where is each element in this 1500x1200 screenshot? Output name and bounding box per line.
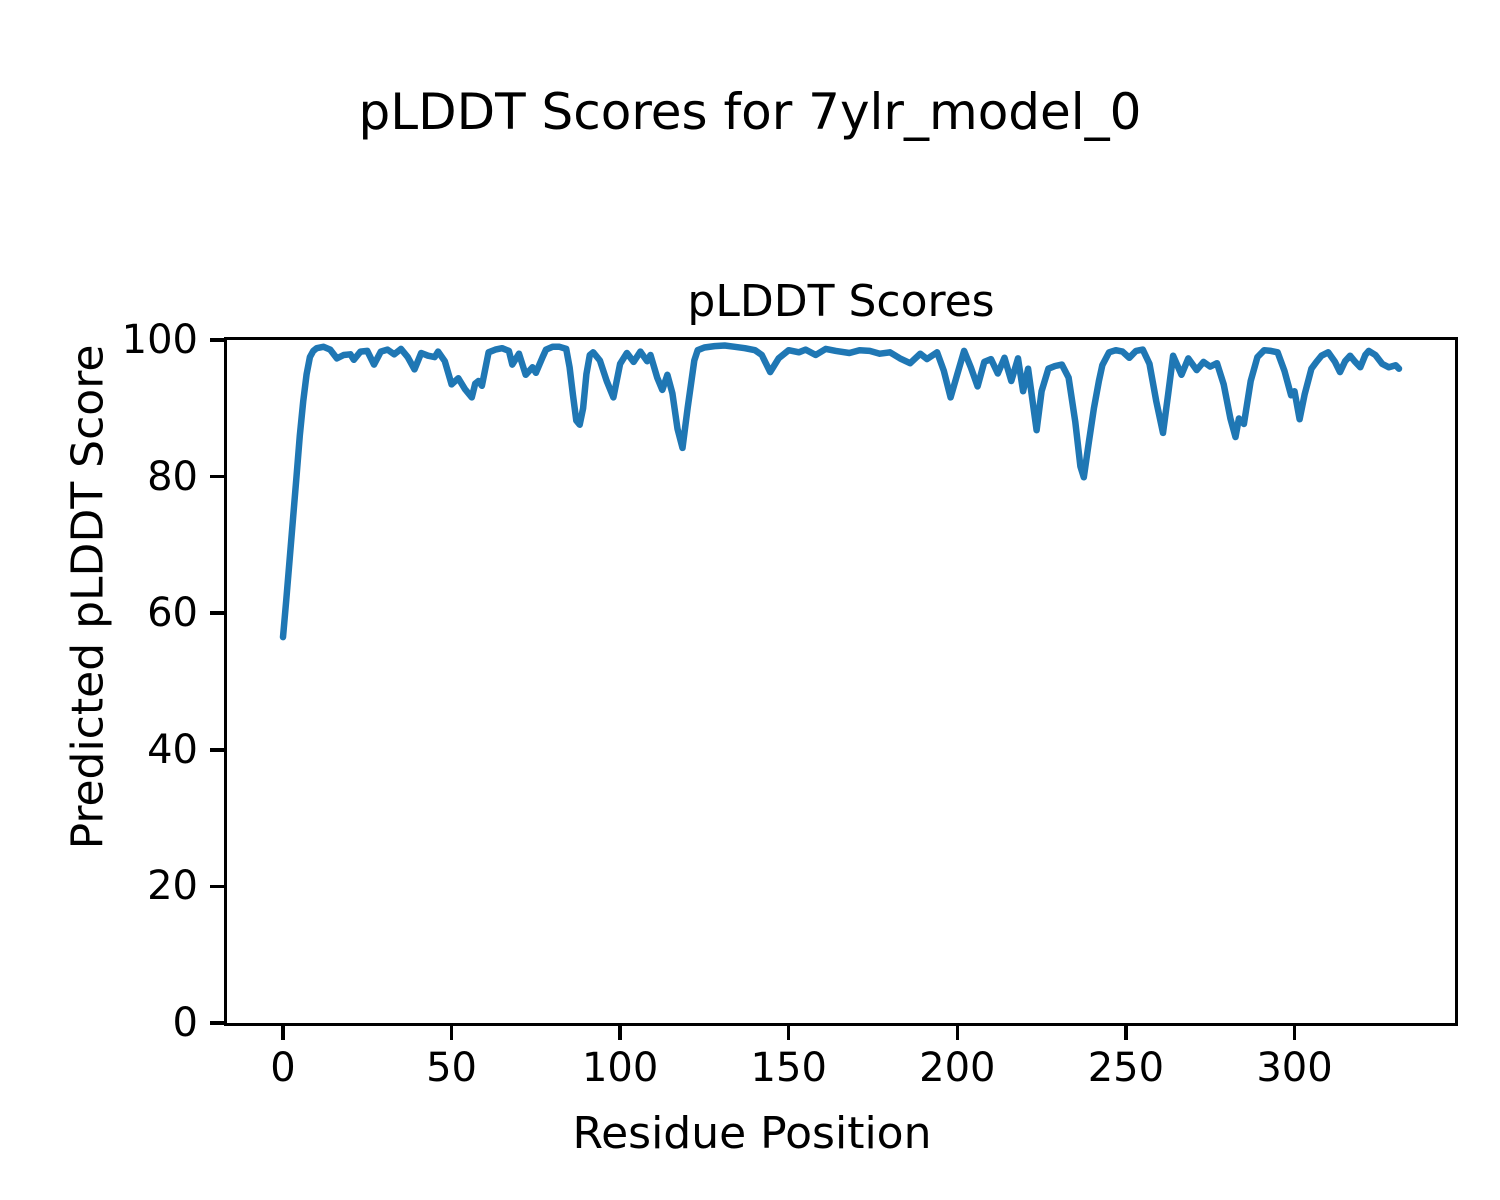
x-tick-label: 50 <box>426 1045 477 1091</box>
y-tick-mark <box>210 1021 224 1025</box>
x-axis-label: Residue Position <box>572 1108 932 1159</box>
y-tick-label: 20 <box>147 863 198 910</box>
y-tick-label: 60 <box>147 590 198 637</box>
y-tick-mark <box>210 474 224 479</box>
plddt-score-line <box>279 342 1403 641</box>
y-tick-mark <box>210 884 224 889</box>
x-tick-label: 100 <box>581 1045 659 1091</box>
y-tick-label: 0 <box>172 1000 198 1046</box>
plot-axes <box>224 337 1458 1026</box>
y-tick-mark <box>210 611 224 615</box>
x-tick-label: 250 <box>1087 1045 1165 1091</box>
plddt-line-chart <box>279 342 1403 641</box>
x-tick-mark <box>1124 1026 1128 1040</box>
x-tick-label: 150 <box>750 1045 827 1091</box>
y-tick-label: 100 <box>121 317 198 363</box>
x-tick-label: 200 <box>919 1045 996 1091</box>
y-tick-label: 40 <box>147 726 198 773</box>
x-tick-mark <box>281 1026 285 1040</box>
x-tick-label: 0 <box>270 1045 296 1091</box>
y-tick-mark <box>210 748 224 752</box>
x-tick-label: 300 <box>1256 1045 1333 1091</box>
x-tick-mark <box>618 1026 622 1040</box>
x-tick-mark <box>449 1026 454 1040</box>
axes-title: pLDDT Scores <box>687 276 995 327</box>
x-tick-mark <box>955 1026 960 1040</box>
x-tick-mark <box>1292 1026 1297 1040</box>
figure-suptitle: pLDDT Scores for 7ylr_model_0 <box>358 83 1142 141</box>
y-tick-label: 80 <box>147 453 198 500</box>
y-tick-mark <box>210 338 224 342</box>
x-tick-mark <box>786 1026 791 1040</box>
